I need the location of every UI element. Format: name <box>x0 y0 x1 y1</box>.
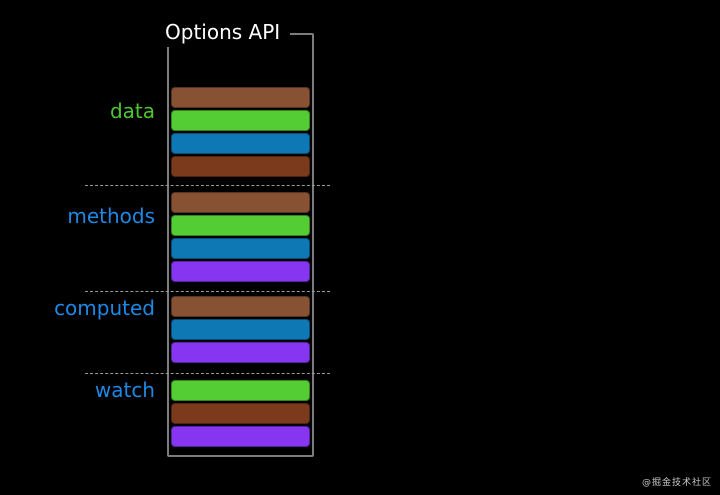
option-bar-watch-2 <box>171 403 310 424</box>
watermark: @掘金技术社区 <box>641 478 712 488</box>
option-bar-data-2 <box>171 110 310 131</box>
option-bar-watch-1 <box>171 380 310 401</box>
section-separator-3 <box>85 373 330 374</box>
option-bar-methods-4 <box>171 261 310 282</box>
option-bar-methods-1 <box>171 192 310 213</box>
section-label-watch: watch <box>94 378 155 402</box>
section-separator-2 <box>85 291 330 292</box>
diagram-title: Options API <box>165 19 291 47</box>
option-bar-methods-3 <box>171 238 310 259</box>
option-bar-data-3 <box>171 133 310 154</box>
option-bar-watch-3 <box>171 426 310 447</box>
option-bar-data-4 <box>171 156 310 177</box>
option-bar-computed-1 <box>171 296 310 317</box>
section-label-data: data <box>109 99 155 123</box>
section-separator-1 <box>85 185 330 186</box>
section-label-methods: methods <box>67 204 155 228</box>
option-bar-methods-2 <box>171 215 310 236</box>
option-bar-data-1 <box>171 87 310 108</box>
section-label-computed: computed <box>54 296 155 320</box>
option-bar-computed-2 <box>171 319 310 340</box>
option-bar-computed-3 <box>171 342 310 363</box>
